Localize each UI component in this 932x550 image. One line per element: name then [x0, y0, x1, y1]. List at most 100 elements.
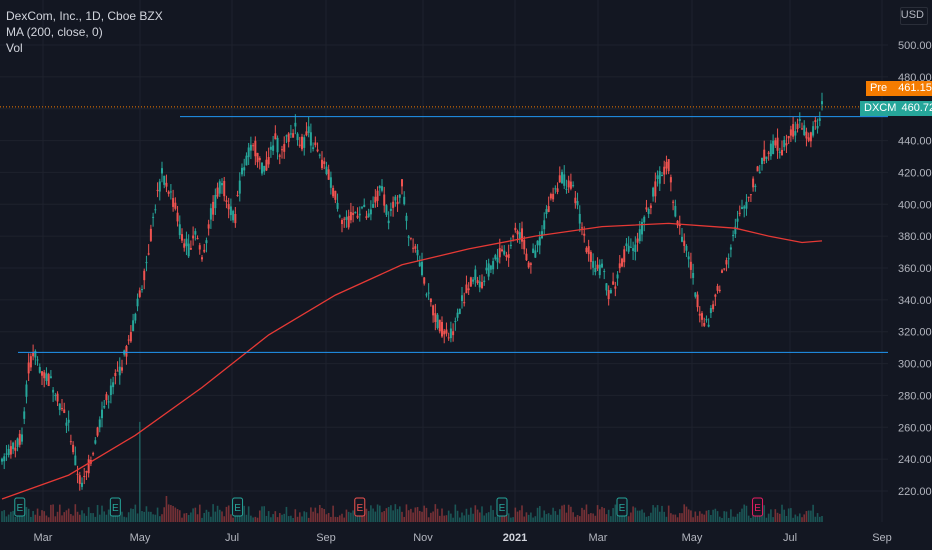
ma-indicator-label[interactable]: MA (200, close, 0) [6, 25, 103, 39]
volume-bar [690, 510, 692, 522]
candle-body [725, 260, 728, 265]
candle-body [496, 257, 499, 263]
volume-indicator-label[interactable]: Vol [6, 41, 23, 55]
earnings-icon[interactable] [616, 497, 628, 517]
volume-bar [656, 505, 659, 522]
volume-bar [254, 516, 257, 522]
candle-body [601, 263, 603, 268]
volume-bar [630, 512, 632, 522]
volume-bar [350, 512, 352, 522]
currency-box[interactable] [900, 7, 928, 25]
volume-bar [641, 509, 643, 522]
candle-body [449, 328, 452, 339]
volume-bar [96, 505, 99, 522]
volume-bar [225, 506, 228, 522]
volume-bar [636, 510, 639, 522]
candle-body [654, 181, 657, 197]
candle-body [769, 143, 772, 157]
candle-body [327, 169, 330, 180]
volume-bar [463, 515, 466, 522]
volume-bar [58, 504, 61, 522]
candle-body [701, 313, 703, 320]
candle-body [78, 475, 81, 484]
candle-body [683, 240, 686, 246]
earnings-icon[interactable] [496, 497, 508, 517]
candle-body [5, 453, 8, 455]
candle-body [596, 264, 599, 269]
volume-bar [743, 504, 746, 522]
candle-body [481, 282, 483, 289]
candle-body [656, 175, 659, 179]
candle-body [94, 440, 97, 444]
candle-body [756, 166, 759, 172]
volume-bar [276, 517, 279, 522]
volume-bar [725, 511, 728, 522]
volume-bar [305, 512, 308, 522]
candle-body [421, 261, 423, 276]
candle-body [185, 238, 188, 247]
candle-body [554, 188, 557, 190]
earnings-icon[interactable] [14, 497, 26, 517]
volume-bar [107, 509, 110, 522]
candle-body [423, 277, 426, 284]
earnings-icon[interactable] [232, 497, 244, 517]
volume-bar [805, 511, 808, 522]
volume-bar [285, 506, 288, 522]
candle-body [569, 181, 572, 189]
candle-body [563, 174, 566, 186]
volume-bar [810, 510, 812, 522]
volume-bar [394, 504, 397, 522]
price-axis-label: 400.00 [898, 199, 932, 211]
candle-body [583, 233, 586, 236]
volume-bar [258, 510, 261, 522]
volume-bar [785, 515, 788, 522]
candle-body [609, 289, 612, 294]
earnings-icon-label: E [754, 503, 761, 514]
price-axis-label: 300.00 [898, 359, 932, 371]
volume-bar [612, 508, 614, 522]
price-axis-label: 480.00 [898, 72, 932, 84]
volume-bar [10, 511, 12, 522]
volume-bar [21, 512, 23, 522]
volume-bar [645, 516, 648, 522]
candle-body [383, 194, 386, 206]
candle-body [192, 235, 195, 239]
price-axis-label: 240.00 [898, 454, 932, 466]
candle-body [452, 331, 455, 336]
volume-bar [414, 507, 417, 522]
volume-bar [87, 507, 90, 522]
volume-bar [23, 514, 26, 522]
candle-body [736, 218, 739, 222]
earnings-icon[interactable] [752, 497, 764, 517]
time-axis-label: Mar [589, 532, 608, 544]
candle-body [469, 277, 472, 287]
candle-body [603, 271, 606, 273]
candle-body [767, 152, 770, 154]
candle-body [45, 373, 48, 381]
volume-bar [296, 516, 299, 522]
candle-body [545, 209, 548, 215]
candle-body [781, 149, 783, 156]
volume-bar [730, 509, 732, 522]
earnings-icon[interactable] [354, 497, 366, 517]
volume-bar [294, 509, 297, 522]
volume-bar [425, 507, 428, 522]
candle-body [818, 118, 821, 121]
candle-body [401, 179, 403, 187]
candle-body [214, 194, 217, 209]
candle-body [672, 201, 675, 203]
volume-bar [116, 516, 119, 522]
volume-bar [303, 511, 306, 522]
candle-body [407, 236, 410, 238]
candle-body [232, 211, 235, 221]
candle-body [249, 144, 252, 151]
candle-body [245, 155, 248, 166]
candle-body [572, 185, 575, 187]
earnings-icon[interactable] [109, 497, 121, 517]
volume-bar [614, 504, 617, 522]
candle-body [241, 167, 243, 175]
candle-body [614, 286, 617, 289]
volume-bar [778, 513, 781, 522]
candle-body [129, 332, 132, 342]
